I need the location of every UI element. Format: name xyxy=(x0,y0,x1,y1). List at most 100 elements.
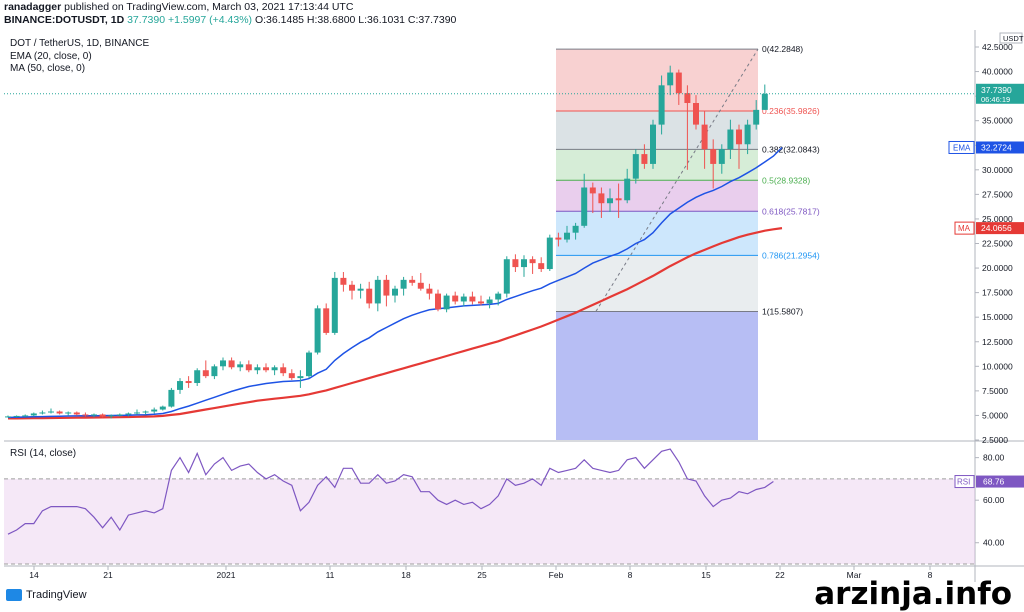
candle xyxy=(503,256,510,298)
candle xyxy=(366,281,373,309)
candle-body xyxy=(288,373,295,379)
candle xyxy=(323,303,330,335)
candle xyxy=(48,408,54,414)
candle xyxy=(39,410,46,415)
watermark: arzinja.info xyxy=(814,576,1012,612)
ohlc-values: O:36.1485 H:38.6800 L:36.1031 C:37.7390 xyxy=(254,14,457,26)
candle-body xyxy=(503,259,510,294)
candle xyxy=(512,254,519,272)
candle xyxy=(211,364,218,380)
candle xyxy=(546,234,553,272)
rsi-value-box xyxy=(976,475,1024,488)
candle-body xyxy=(13,415,20,417)
fib-level-label: 0.786(21.2954) xyxy=(762,250,820,260)
ma-value: 24.0656 xyxy=(981,223,1012,233)
rsi-legend: RSI (14, close) xyxy=(10,448,77,459)
candle xyxy=(753,100,760,130)
rsi-tag: RSI xyxy=(957,478,970,487)
price-tick-label: 42.5000 xyxy=(982,42,1013,52)
candle xyxy=(220,357,226,371)
candle-body xyxy=(460,296,467,302)
time-tick-label: 8 xyxy=(928,570,933,580)
candle xyxy=(675,69,682,105)
ema-legend: EMA (20, close, 0) xyxy=(10,51,92,62)
candle-body xyxy=(142,411,149,413)
candle-body xyxy=(134,412,140,414)
price-tick-label: 15.0000 xyxy=(982,312,1013,322)
candle xyxy=(65,411,72,416)
price-tick-label: 10.0000 xyxy=(982,361,1013,371)
candle xyxy=(237,361,244,372)
candle-body xyxy=(693,103,699,125)
symbol-label: BINANCE:DOTUSDT, 1D xyxy=(4,14,125,26)
candle xyxy=(581,173,588,228)
candle-body xyxy=(589,187,596,194)
candle-body xyxy=(538,263,545,270)
candle-body xyxy=(306,352,312,377)
chart-header: ranadagger published on TradingView.com,… xyxy=(4,1,456,27)
candle-body xyxy=(684,93,691,104)
tradingview-brand[interactable]: TradingView xyxy=(6,589,87,601)
candle xyxy=(529,256,536,274)
candle-body xyxy=(529,259,536,264)
ema20-line xyxy=(7,146,783,419)
candle-body xyxy=(30,413,37,416)
fib-level-label: 0.5(28.9328) xyxy=(762,175,810,185)
candle xyxy=(383,274,390,307)
candle-body xyxy=(177,381,183,390)
ma-value-box xyxy=(976,222,1024,235)
candle xyxy=(641,144,648,169)
candle-body xyxy=(185,381,192,384)
fib-zone xyxy=(556,255,758,312)
candle xyxy=(615,183,622,218)
candle xyxy=(5,415,11,418)
candle-body xyxy=(99,414,106,417)
candle-body xyxy=(435,293,441,310)
candle-body xyxy=(366,288,373,304)
candle xyxy=(331,271,338,335)
candle xyxy=(761,84,768,110)
candle-body xyxy=(271,367,278,371)
candle xyxy=(426,283,433,300)
candle xyxy=(374,275,381,312)
candle xyxy=(460,293,467,307)
ema-tag: EMA xyxy=(953,143,971,152)
fib-level-label: 0.618(25.7817) xyxy=(762,206,820,216)
candle-body xyxy=(555,237,562,240)
currency-label: USDT xyxy=(1003,34,1024,43)
candle-body xyxy=(82,414,89,416)
candle-body xyxy=(211,366,218,377)
candle xyxy=(607,188,613,213)
candle-body xyxy=(202,370,209,377)
candle-body xyxy=(400,279,407,289)
ema-value-box xyxy=(976,141,1024,154)
candle-body xyxy=(521,259,527,268)
candle xyxy=(718,144,725,174)
candle xyxy=(99,413,106,418)
time-tick-label: 2021 xyxy=(217,570,236,580)
ema-value: 32.2724 xyxy=(981,142,1012,152)
price-tick-label: 27.5000 xyxy=(982,189,1013,199)
candle xyxy=(452,291,459,305)
rsi-value: 68.76 xyxy=(983,477,1005,487)
candle-body xyxy=(564,232,570,240)
publisher-name[interactable]: ranadagger xyxy=(4,1,62,13)
rsi-tick-label: 60.00 xyxy=(983,495,1005,505)
fib-zone-below xyxy=(556,311,758,440)
candle-body xyxy=(56,411,63,414)
candle xyxy=(288,369,295,381)
candle-body xyxy=(469,296,476,302)
candle-body xyxy=(417,282,424,289)
candle-body xyxy=(349,284,355,291)
time-tick-label: 25 xyxy=(477,570,487,580)
candle-body xyxy=(392,288,398,296)
candle-body xyxy=(22,415,29,417)
candle xyxy=(228,357,235,370)
candle-body xyxy=(331,277,338,333)
price-tick-label: 17.5000 xyxy=(982,288,1013,298)
candle xyxy=(736,124,742,169)
candle xyxy=(125,412,132,417)
candle xyxy=(56,410,63,415)
candle-body xyxy=(39,412,46,414)
